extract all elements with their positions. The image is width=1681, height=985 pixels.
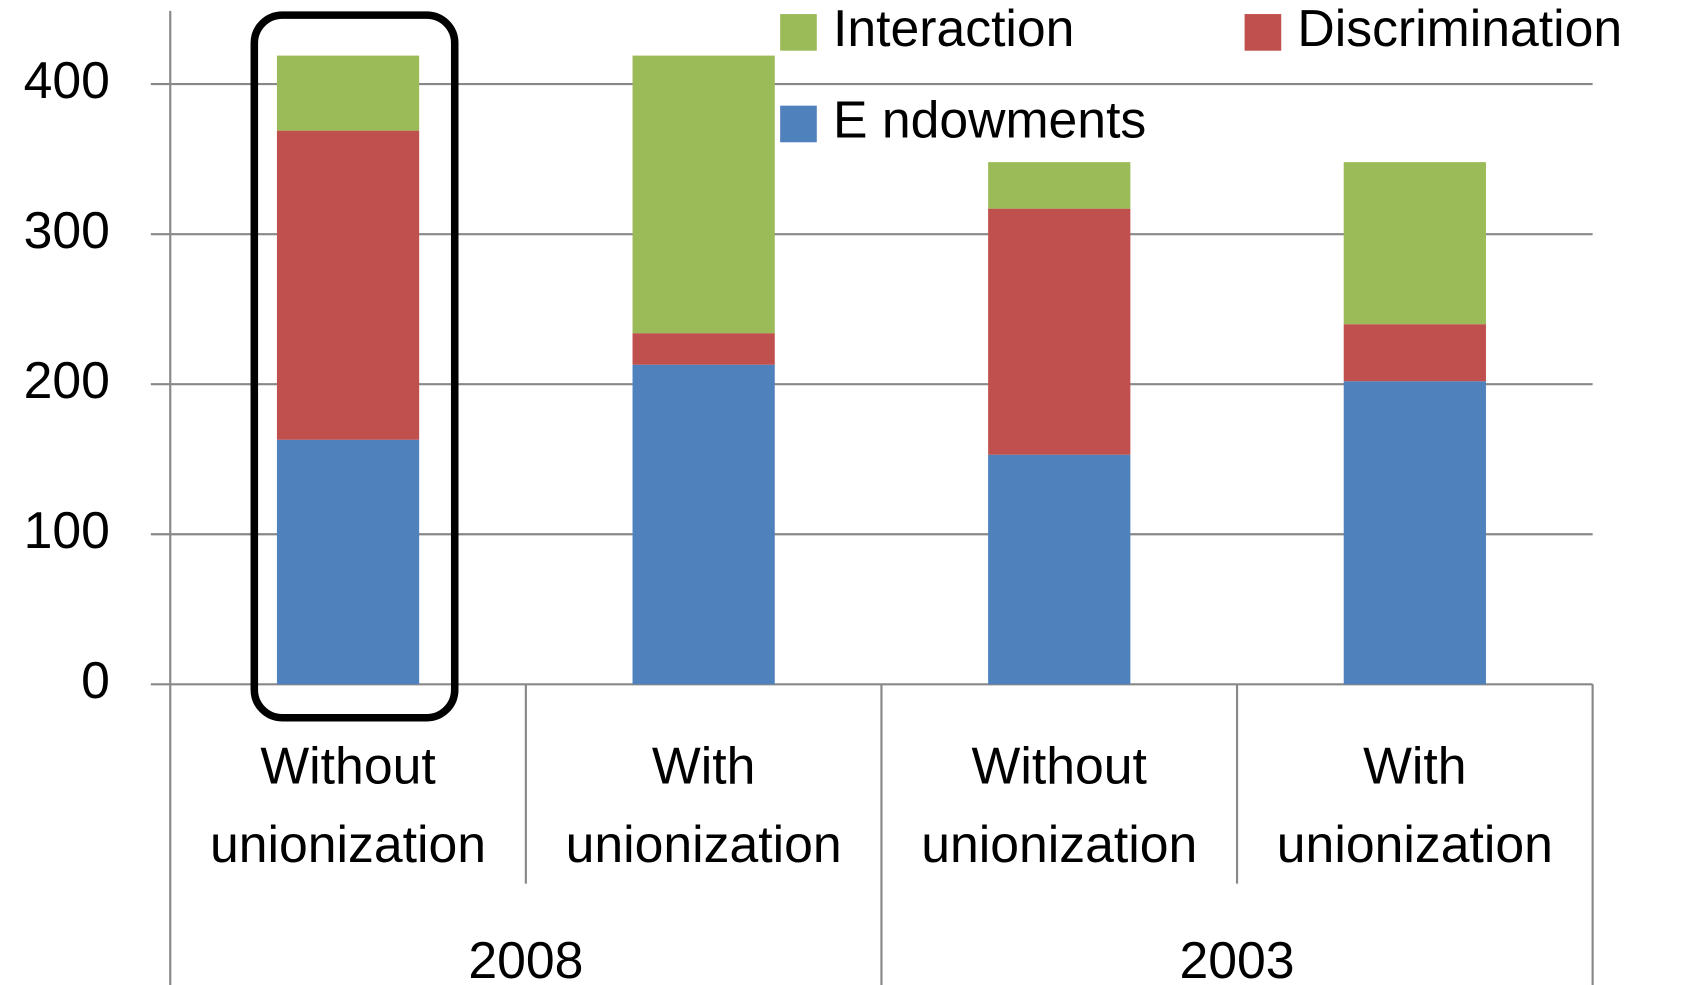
bar-segment	[1343, 381, 1486, 685]
bar-segment	[276, 55, 420, 131]
x-tick-label-box: Without unionization	[921, 738, 1198, 874]
x-tick-label-box: With unionization	[1276, 738, 1553, 874]
legend-swatch	[1244, 14, 1282, 51]
bar-segment	[1343, 162, 1486, 325]
bar-segment	[632, 333, 775, 365]
legend-label: Interaction	[833, 0, 1074, 57]
legend-label: Discrimination	[1297, 0, 1622, 57]
y-tick-label: 100	[24, 501, 110, 559]
bar-segment	[988, 208, 1131, 455]
x-tick-label: Without unionization	[210, 738, 487, 874]
x-tick-label: With unionization	[1276, 738, 1553, 874]
y-tick-label: 200	[24, 351, 110, 409]
y-tick-label: 300	[24, 201, 110, 259]
y-tick-label: 0	[81, 651, 110, 709]
legend-label: E ndowments	[833, 91, 1146, 149]
bar-segment	[632, 55, 775, 334]
x-tick-label-box: With unionization	[565, 738, 842, 874]
group-label: 2003	[1180, 931, 1295, 985]
x-tick-label: With unionization	[565, 738, 842, 874]
group-label: 2008	[468, 931, 583, 985]
bar-segment	[988, 162, 1131, 209]
bar-segment	[632, 364, 775, 685]
bar-segment	[988, 454, 1131, 685]
x-tick-label: Without unionization	[921, 738, 1198, 874]
legend-swatch	[780, 14, 817, 51]
highlight-box	[250, 11, 459, 722]
bar-segment	[276, 439, 420, 685]
y-tick-label: 400	[24, 51, 110, 109]
legend-swatch	[780, 105, 817, 143]
bar-segment	[1343, 324, 1486, 382]
x-tick-label-box: Without unionization	[210, 738, 487, 874]
bar-segment	[276, 130, 420, 440]
